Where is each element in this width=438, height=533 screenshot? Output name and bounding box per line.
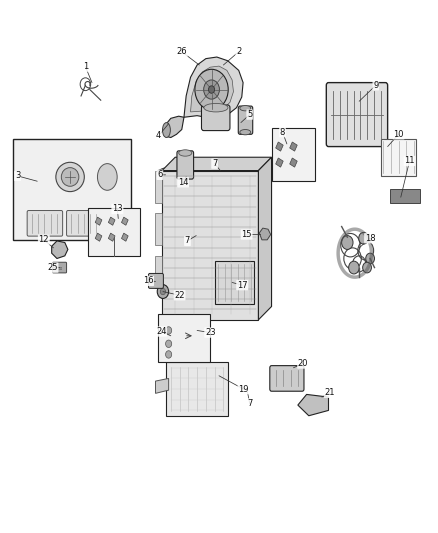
Text: 19: 19 xyxy=(238,385,249,393)
Ellipse shape xyxy=(204,103,228,112)
Circle shape xyxy=(204,80,219,99)
FancyBboxPatch shape xyxy=(155,213,162,245)
Text: 12: 12 xyxy=(39,236,49,244)
Text: ≡: ≡ xyxy=(57,265,62,270)
FancyBboxPatch shape xyxy=(162,171,258,320)
Polygon shape xyxy=(184,57,243,117)
Ellipse shape xyxy=(61,167,79,187)
Ellipse shape xyxy=(240,106,251,111)
Polygon shape xyxy=(162,157,272,171)
Polygon shape xyxy=(52,241,68,259)
Text: 22: 22 xyxy=(174,291,185,300)
Text: 21: 21 xyxy=(325,389,335,397)
Text: 10: 10 xyxy=(393,130,404,139)
Text: 4: 4 xyxy=(156,132,161,140)
FancyBboxPatch shape xyxy=(158,314,210,362)
Circle shape xyxy=(166,327,172,334)
Polygon shape xyxy=(239,166,244,174)
FancyBboxPatch shape xyxy=(381,139,416,176)
Circle shape xyxy=(195,69,228,110)
FancyBboxPatch shape xyxy=(270,366,304,391)
Text: 24: 24 xyxy=(156,327,166,336)
Polygon shape xyxy=(298,394,328,416)
FancyBboxPatch shape xyxy=(155,256,162,288)
Text: 7: 7 xyxy=(247,399,252,408)
Circle shape xyxy=(157,285,169,298)
FancyBboxPatch shape xyxy=(155,171,162,203)
FancyBboxPatch shape xyxy=(88,208,140,256)
Circle shape xyxy=(159,168,170,181)
Ellipse shape xyxy=(162,123,170,138)
Circle shape xyxy=(359,232,368,244)
FancyBboxPatch shape xyxy=(238,106,253,134)
Polygon shape xyxy=(191,66,233,112)
Circle shape xyxy=(349,261,359,274)
FancyBboxPatch shape xyxy=(27,211,63,236)
Ellipse shape xyxy=(56,162,84,191)
Text: 11: 11 xyxy=(404,157,415,165)
FancyBboxPatch shape xyxy=(272,128,315,181)
Circle shape xyxy=(363,262,371,273)
Text: 7: 7 xyxy=(212,159,217,168)
Polygon shape xyxy=(155,378,169,393)
Text: 25: 25 xyxy=(47,263,58,272)
Text: 15: 15 xyxy=(241,230,252,239)
Text: 7: 7 xyxy=(185,237,190,245)
Circle shape xyxy=(166,351,172,358)
Circle shape xyxy=(366,253,374,264)
Circle shape xyxy=(208,86,215,93)
Text: 2: 2 xyxy=(236,47,241,56)
Circle shape xyxy=(160,288,166,295)
Text: 9: 9 xyxy=(373,81,378,90)
Polygon shape xyxy=(258,157,272,320)
FancyBboxPatch shape xyxy=(177,151,194,179)
Text: 1: 1 xyxy=(83,62,88,71)
FancyBboxPatch shape xyxy=(166,362,228,416)
Text: 20: 20 xyxy=(298,359,308,368)
FancyBboxPatch shape xyxy=(67,211,102,236)
Circle shape xyxy=(342,236,353,249)
FancyBboxPatch shape xyxy=(13,139,131,240)
FancyBboxPatch shape xyxy=(215,261,254,304)
Polygon shape xyxy=(164,116,184,138)
Text: 23: 23 xyxy=(205,328,215,337)
Ellipse shape xyxy=(240,130,251,135)
Text: 18: 18 xyxy=(365,234,375,243)
FancyBboxPatch shape xyxy=(148,273,163,288)
Text: 3: 3 xyxy=(15,172,20,180)
FancyBboxPatch shape xyxy=(201,105,230,131)
FancyBboxPatch shape xyxy=(326,83,388,147)
FancyBboxPatch shape xyxy=(390,189,420,203)
Text: 26: 26 xyxy=(177,47,187,56)
Text: 13: 13 xyxy=(112,205,123,213)
Polygon shape xyxy=(259,228,271,240)
FancyBboxPatch shape xyxy=(53,262,67,273)
Text: 6: 6 xyxy=(157,171,162,179)
Text: 16: 16 xyxy=(143,277,153,285)
Circle shape xyxy=(233,165,242,176)
Text: 14: 14 xyxy=(178,178,188,187)
Text: 17: 17 xyxy=(237,281,247,289)
Text: 5: 5 xyxy=(247,110,252,119)
Polygon shape xyxy=(158,168,169,177)
Ellipse shape xyxy=(97,164,117,190)
Circle shape xyxy=(166,340,172,348)
Ellipse shape xyxy=(179,150,192,156)
Text: 8: 8 xyxy=(280,128,285,136)
